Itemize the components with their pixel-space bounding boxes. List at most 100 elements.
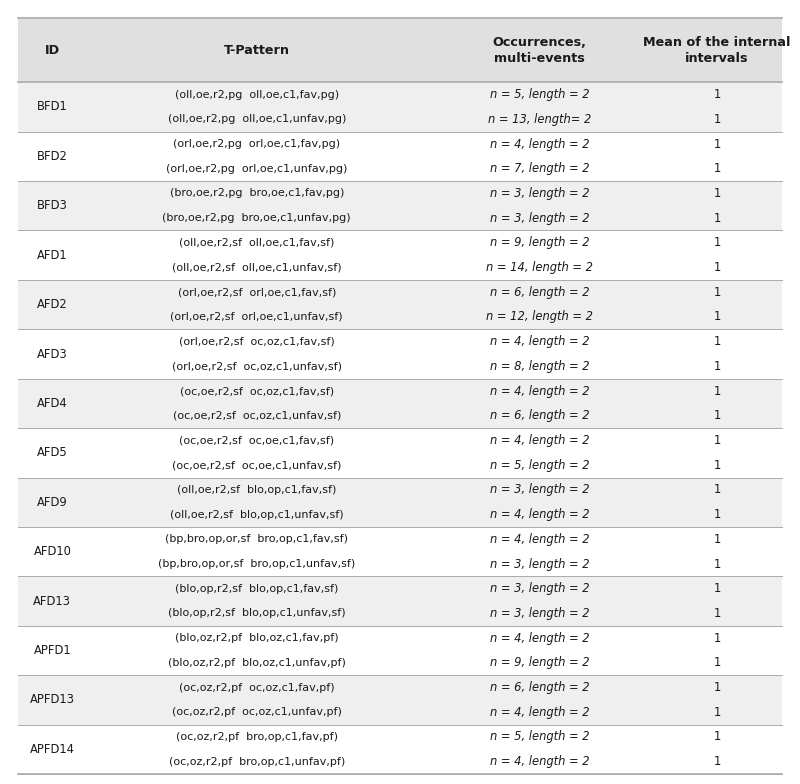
Text: n = 3, length = 2: n = 3, length = 2 — [490, 212, 590, 225]
Text: 1: 1 — [714, 385, 721, 397]
Text: AFD2: AFD2 — [37, 298, 68, 311]
Bar — [18, 82, 782, 132]
Text: 1: 1 — [714, 137, 721, 151]
Text: n = 3, length = 2: n = 3, length = 2 — [490, 583, 590, 595]
Text: (oc,oz,r2,pf  bro,op,c1,fav,pf): (oc,oz,r2,pf bro,op,c1,fav,pf) — [176, 732, 338, 742]
Text: n = 8, length = 2: n = 8, length = 2 — [490, 360, 590, 373]
Text: 1: 1 — [714, 731, 721, 743]
Bar — [18, 675, 782, 724]
Text: n = 6, length = 2: n = 6, length = 2 — [490, 409, 590, 423]
Text: 1: 1 — [714, 212, 721, 225]
Text: 1: 1 — [714, 508, 721, 521]
Text: 1: 1 — [714, 607, 721, 620]
Bar — [18, 379, 782, 428]
Text: n = 6, length = 2: n = 6, length = 2 — [490, 285, 590, 299]
Text: n = 4, length = 2: n = 4, length = 2 — [490, 508, 590, 521]
Text: (oc,oe,r2,sf  oc,oz,c1,fav,sf): (oc,oe,r2,sf oc,oz,c1,fav,sf) — [180, 386, 334, 396]
Text: n = 5, length = 2: n = 5, length = 2 — [490, 731, 590, 743]
Text: (oc,oz,r2,pf  oc,oz,c1,fav,pf): (oc,oz,r2,pf oc,oz,c1,fav,pf) — [179, 683, 334, 692]
Text: n = 4, length = 2: n = 4, length = 2 — [490, 336, 590, 348]
Text: AFD4: AFD4 — [37, 397, 68, 410]
Text: n = 3, length = 2: n = 3, length = 2 — [490, 557, 590, 571]
Text: n = 4, length = 2: n = 4, length = 2 — [490, 755, 590, 768]
Text: (bro,oe,r2,pg  bro,oe,c1,fav,pg): (bro,oe,r2,pg bro,oe,c1,fav,pg) — [170, 188, 344, 198]
Text: BFD3: BFD3 — [37, 199, 68, 212]
Text: 1: 1 — [714, 336, 721, 348]
Text: (oll,oe,r2,sf  oll,oe,c1,unfav,sf): (oll,oe,r2,sf oll,oe,c1,unfav,sf) — [172, 263, 342, 273]
Text: (orl,oe,r2,sf  orl,oe,c1,fav,sf): (orl,oe,r2,sf orl,oe,c1,fav,sf) — [178, 287, 336, 297]
Text: 1: 1 — [714, 409, 721, 423]
Text: AFD5: AFD5 — [37, 446, 68, 459]
Text: BFD1: BFD1 — [37, 100, 68, 114]
Text: (bp,bro,op,or,sf  bro,op,c1,unfav,sf): (bp,bro,op,or,sf bro,op,c1,unfav,sf) — [158, 559, 355, 569]
Bar — [18, 428, 782, 477]
Bar — [18, 230, 782, 280]
Text: AFD9: AFD9 — [37, 495, 68, 509]
Text: n = 3, length = 2: n = 3, length = 2 — [490, 187, 590, 200]
Text: n = 7, length = 2: n = 7, length = 2 — [490, 162, 590, 176]
Text: 1: 1 — [714, 434, 721, 447]
Bar — [18, 329, 782, 379]
Bar — [18, 724, 782, 774]
Text: (blo,op,r2,sf  blo,op,c1,fav,sf): (blo,op,r2,sf blo,op,c1,fav,sf) — [175, 584, 338, 593]
Text: ID: ID — [45, 44, 60, 56]
Text: 1: 1 — [714, 632, 721, 644]
Text: (oll,oe,r2,pg  oll,oe,c1,unfav,pg): (oll,oe,r2,pg oll,oe,c1,unfav,pg) — [167, 114, 346, 125]
Text: n = 4, length = 2: n = 4, length = 2 — [490, 434, 590, 447]
Text: 1: 1 — [714, 261, 721, 274]
Text: AFD10: AFD10 — [34, 545, 71, 558]
Text: 1: 1 — [714, 484, 721, 496]
Text: n = 12, length = 2: n = 12, length = 2 — [486, 310, 593, 324]
Text: n = 6, length = 2: n = 6, length = 2 — [490, 681, 590, 694]
Text: Occurrences,
multi-events: Occurrences, multi-events — [493, 35, 586, 64]
Text: APFD14: APFD14 — [30, 742, 75, 756]
Text: (orl,oe,r2,pg  orl,oe,c1,unfav,pg): (orl,oe,r2,pg orl,oe,c1,unfav,pg) — [166, 164, 347, 174]
Text: (blo,oz,r2,pf  blo,oz,c1,fav,pf): (blo,oz,r2,pf blo,oz,c1,fav,pf) — [175, 633, 338, 643]
Text: n = 5, length = 2: n = 5, length = 2 — [490, 88, 590, 101]
Text: 1: 1 — [714, 88, 721, 101]
Bar — [18, 132, 782, 181]
Text: 1: 1 — [714, 162, 721, 176]
Text: T-Pattern: T-Pattern — [224, 44, 290, 56]
Bar — [18, 626, 782, 675]
Bar — [18, 527, 782, 576]
Bar — [18, 280, 782, 329]
Text: n = 4, length = 2: n = 4, length = 2 — [490, 533, 590, 546]
Text: (oll,oe,r2,sf  blo,op,c1,fav,sf): (oll,oe,r2,sf blo,op,c1,fav,sf) — [177, 485, 337, 495]
Text: n = 14, length = 2: n = 14, length = 2 — [486, 261, 593, 274]
Text: n = 4, length = 2: n = 4, length = 2 — [490, 385, 590, 397]
Text: 1: 1 — [714, 459, 721, 472]
Text: (oc,oe,r2,sf  oc,oz,c1,unfav,sf): (oc,oe,r2,sf oc,oz,c1,unfav,sf) — [173, 411, 341, 421]
Bar — [18, 18, 782, 82]
Text: AFD3: AFD3 — [37, 347, 68, 361]
Text: 1: 1 — [714, 113, 721, 125]
Text: (orl,oe,r2,pg  orl,oe,c1,fav,pg): (orl,oe,r2,pg orl,oe,c1,fav,pg) — [173, 139, 340, 149]
Text: (oc,oz,r2,pf  bro,op,c1,unfav,pf): (oc,oz,r2,pf bro,op,c1,unfav,pf) — [169, 757, 345, 767]
Text: (bro,oe,r2,pg  bro,oe,c1,unfav,pg): (bro,oe,r2,pg bro,oe,c1,unfav,pg) — [162, 213, 351, 223]
Text: (blo,oz,r2,pf  blo,oz,c1,unfav,pf): (blo,oz,r2,pf blo,oz,c1,unfav,pf) — [168, 658, 346, 668]
Text: n = 4, length = 2: n = 4, length = 2 — [490, 706, 590, 719]
Text: 1: 1 — [714, 755, 721, 768]
Text: 1: 1 — [714, 310, 721, 324]
Text: (orl,oe,r2,sf  oc,oz,c1,fav,sf): (orl,oe,r2,sf oc,oz,c1,fav,sf) — [179, 336, 334, 347]
Text: 1: 1 — [714, 187, 721, 200]
Text: 1: 1 — [714, 360, 721, 373]
Text: BFD2: BFD2 — [37, 150, 68, 163]
Text: (oll,oe,r2,sf  oll,oe,c1,fav,sf): (oll,oe,r2,sf oll,oe,c1,fav,sf) — [179, 238, 334, 248]
Text: 1: 1 — [714, 533, 721, 546]
Text: (oll,oe,r2,pg  oll,oe,c1,fav,pg): (oll,oe,r2,pg oll,oe,c1,fav,pg) — [174, 89, 339, 100]
Text: Mean of the internal
intervals: Mean of the internal intervals — [643, 35, 791, 64]
Text: n = 3, length = 2: n = 3, length = 2 — [490, 607, 590, 620]
Text: 1: 1 — [714, 285, 721, 299]
Text: n = 9, length = 2: n = 9, length = 2 — [490, 236, 590, 249]
Text: 1: 1 — [714, 557, 721, 571]
Text: AFD13: AFD13 — [34, 594, 71, 608]
Bar — [18, 181, 782, 230]
Text: n = 4, length = 2: n = 4, length = 2 — [490, 632, 590, 644]
Text: (orl,oe,r2,sf  oc,oz,c1,unfav,sf): (orl,oe,r2,sf oc,oz,c1,unfav,sf) — [172, 361, 342, 372]
Text: (bp,bro,op,or,sf  bro,op,c1,fav,sf): (bp,bro,op,or,sf bro,op,c1,fav,sf) — [166, 535, 348, 544]
Text: 1: 1 — [714, 583, 721, 595]
Text: (orl,oe,r2,sf  orl,oe,c1,unfav,sf): (orl,oe,r2,sf orl,oe,c1,unfav,sf) — [170, 312, 343, 322]
Text: n = 13, length= 2: n = 13, length= 2 — [488, 113, 591, 125]
Text: (oc,oe,r2,sf  oc,oe,c1,unfav,sf): (oc,oe,r2,sf oc,oe,c1,unfav,sf) — [172, 460, 342, 470]
